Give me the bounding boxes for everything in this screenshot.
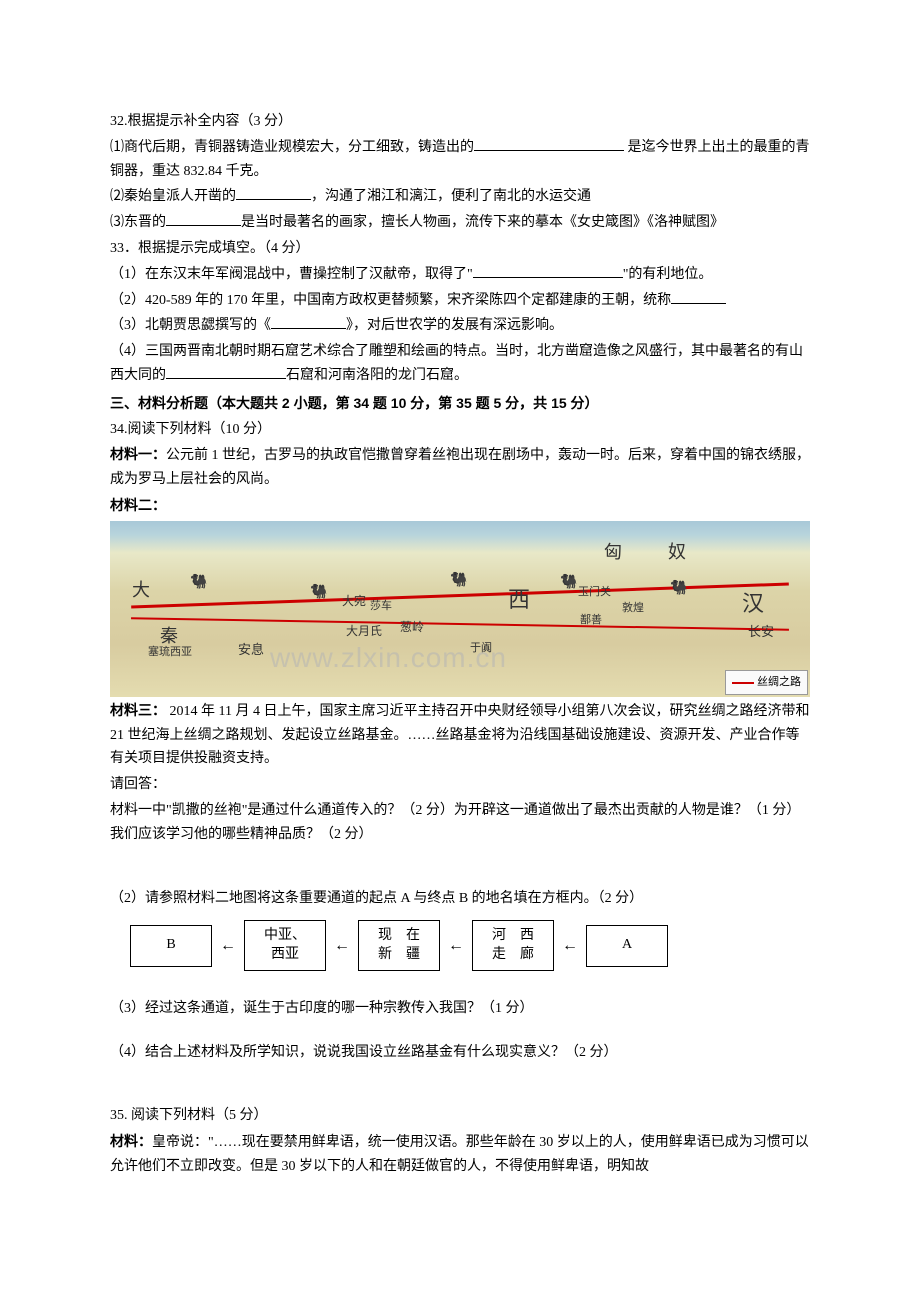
q32-item1: ⑴商代后期，青铜器铸造业规模宏大，分工细致，铸造出的 是迄今世界上出土的最重的青… [110,136,810,184]
label-anxi: 安息 [238,639,264,661]
map-watermark: www.zlxin.com.cn [270,634,507,682]
label-han: 汉 [742,585,764,622]
flow-box-hexi: 河 西 走 廊 [472,920,554,970]
camel-icon: 🐫 [450,569,467,593]
q34-title: 34.阅读下列材料（10 分） [110,418,810,442]
blank [473,264,623,278]
label-shanshan: 鄯善 [580,611,602,630]
arrow-left-icon: ← [444,932,468,959]
label-shache: 莎车 [370,597,392,616]
section3-title: 三、材料分析题（本大题共 2 小题，第 34 题 10 分，第 35 题 5 分… [110,392,810,416]
label-yumen: 玉门关 [578,583,611,602]
q34-sub1: 材料一中"凯撒的丝袍"是通过什么通道传入的？（2 分）为开辟这一通道做出了最杰出… [110,799,810,847]
flow-box-b: B [130,925,212,967]
q33-item3-b: 》，对后世农学的发展有深远影响。 [346,318,563,333]
q33-title: 33．根据提示完成填空。（4 分） [110,237,810,261]
q34-sub4: （4）结合上述材料及所学知识，说说我国设立丝路基金有什么现实意义？（2 分） [110,1041,810,1065]
arrow-left-icon: ← [330,932,354,959]
mat2-label: 材料二： [110,497,166,513]
answer-label: 请回答： [110,773,810,797]
q33-item1: （1）在东汉末年军阀混战中，曹操控制了汉献帝，取得了" "的有利地位。 [110,263,810,287]
q33-item4-b: 石窟和河南洛阳的龙门石窟。 [286,368,468,383]
silk-road-map: 匈 奴 大 秦 安息 塞琉西亚 大宛 大月氏 葱岭 莎车 玉门关 敦煌 西 汉 … [110,521,810,697]
blank [474,137,624,151]
q34-mat3: 材料三： 2014 年 11 月 4 日上午，国家主席习近平主持召开中央财经领导… [110,699,810,771]
q35-mat: 材料：皇帝说："……现在要禁用鲜卑语，统一使用汉语。那些年龄在 30 岁以上的人… [110,1130,810,1179]
camel-icon: 🐫 [670,577,687,601]
blank [271,315,346,329]
spacer [110,1023,810,1041]
flow-b-text: B [166,936,175,954]
spacer [110,979,810,997]
mat1-label: 材料一： [110,446,166,462]
label-daxia: 大宛 [342,591,366,611]
camel-icon: 🐫 [310,581,327,605]
q33-item1-b: "的有利地位。 [623,267,713,282]
q33-item3: （3）北朝贾思勰撰写的《 》，对后世农学的发展有深远影响。 [110,314,810,338]
flow-xj2: 新 疆 [378,946,420,964]
q32-item3: ⑶东晋的 是当时最著名的画家，擅长人物画，流传下来的摹本《女史箴图》《洛神赋图》 [110,211,810,235]
q35-title: 35. 阅读下列材料（5 分） [110,1104,810,1128]
blank [671,290,726,304]
label-xi: 西 [508,581,530,618]
flow-box-xinjiang: 现 在 新 疆 [358,920,440,970]
q32-item2-a: ⑵秦始皇派人开凿的 [110,189,236,204]
q34-mat1: 材料一：公元前 1 世纪，古罗马的执政官恺撒曾穿着丝袍出现在剧场中，轰动一时。后… [110,443,810,492]
q35-mat-text: 皇帝说："……现在要禁用鲜卑语，统一使用汉语。那些年龄在 30 岁以上的人，使用… [110,1135,809,1174]
legend-text: 丝绸之路 [757,676,801,688]
flow-hx1: 河 西 [492,927,534,945]
q34-sub2: （2）请参照材料二地图将这条重要通道的起点 A 与终点 B 的地名填在方框内。（… [110,887,810,911]
flow-xj1: 现 在 [378,927,420,945]
camel-icon: 🐫 [560,571,577,595]
flow-box-a: A [586,925,668,967]
legend-line-icon [732,682,754,684]
flow-a-text: A [622,936,632,954]
blank [166,365,286,379]
label-da: 大 [132,575,150,606]
q35-mat-label: 材料： [110,1133,152,1149]
flow-hx2: 走 廊 [492,946,534,964]
spacer [110,849,810,887]
q33-item1-a: （1）在东汉末年军阀混战中，曹操控制了汉献帝，取得了" [110,267,473,282]
label-dunhuang: 敦煌 [622,599,644,618]
blank [166,212,241,226]
q32-item2: ⑵秦始皇派人开凿的 ，沟通了湘江和漓江，便利了南北的水运交通 [110,185,810,209]
q33-item4: （4）三国两晋南北朝时期石窟艺术综合了雕塑和绘画的特点。当时，北方凿窟造像之风盛… [110,340,810,388]
q33-item2-a: （2）420-589 年的 170 年里，中国南方政权更替频繁，宋齐梁陈四个定都… [110,293,671,308]
q34-sub3: （3）经过这条通道，诞生于古印度的哪一种宗教传入我国？（1 分） [110,997,810,1021]
map-legend: 丝绸之路 [725,670,808,695]
spacer [110,1066,810,1104]
arrow-left-icon: ← [558,932,582,959]
q33-item2: （2）420-589 年的 170 年里，中国南方政权更替频繁，宋齐梁陈四个定都… [110,289,810,313]
mat3-label: 材料三： [110,702,166,718]
blank [236,186,311,200]
q32-item3-a: ⑶东晋的 [110,215,166,230]
flow-box-zhongya: 中亚、 西亚 [244,920,326,970]
flow-zy2: 西亚 [271,946,299,964]
q33-item3-a: （3）北朝贾思勰撰写的《 [110,318,271,333]
q32-title: 32.根据提示补全内容（3 分） [110,110,810,134]
arrow-left-icon: ← [216,932,240,959]
label-saiyaxi: 塞琉西亚 [148,643,192,662]
mat1-text: 公元前 1 世纪，古罗马的执政官恺撒曾穿着丝袍出现在剧场中，轰动一时。后来，穿着… [110,448,810,487]
flow-zy1: 中亚、 [264,927,306,945]
label-xiongnu: 匈 奴 [604,537,700,568]
q32-item2-b: ，沟通了湘江和漓江，便利了南北的水运交通 [311,189,591,204]
label-changan: 长安 [748,621,774,643]
q34-mat2-label-row: 材料二： [110,494,810,519]
flow-diagram: B ← 中亚、 西亚 ← 现 在 新 疆 ← 河 西 走 廊 ← A [130,920,810,970]
q32-item3-b: 是当时最著名的画家，擅长人物画，流传下来的摹本《女史箴图》《洛神赋图》 [241,215,724,230]
camel-icon: 🐫 [190,571,207,595]
mat3-text: 2014 年 11 月 4 日上午，国家主席习近平主持召开中央财经领导小组第八次… [110,704,809,767]
q32-item1-a: ⑴商代后期，青铜器铸造业规模宏大，分工细致，铸造出的 [110,140,474,155]
